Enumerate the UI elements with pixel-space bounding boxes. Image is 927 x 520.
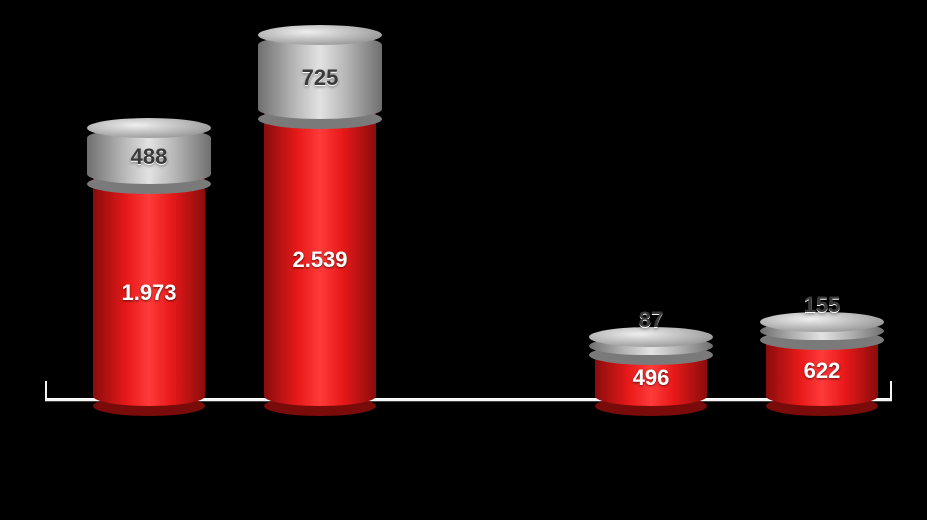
bar-value-label: 155 [762,292,882,318]
bar-value-label: 725 [260,65,380,91]
cylinder-segment-cap [760,322,884,340]
bar-value-label: 1.973 [89,280,209,306]
bar-value-label: 488 [89,144,209,170]
bar-value-label: 2.539 [260,247,380,273]
bar-value-label: 496 [591,365,711,391]
axis-tick-left [45,381,47,401]
bar-value-label: 87 [591,307,711,333]
cylinder-segment-cap [589,337,713,355]
axis-tick-right [890,381,892,401]
bar-value-label: 622 [762,358,882,384]
